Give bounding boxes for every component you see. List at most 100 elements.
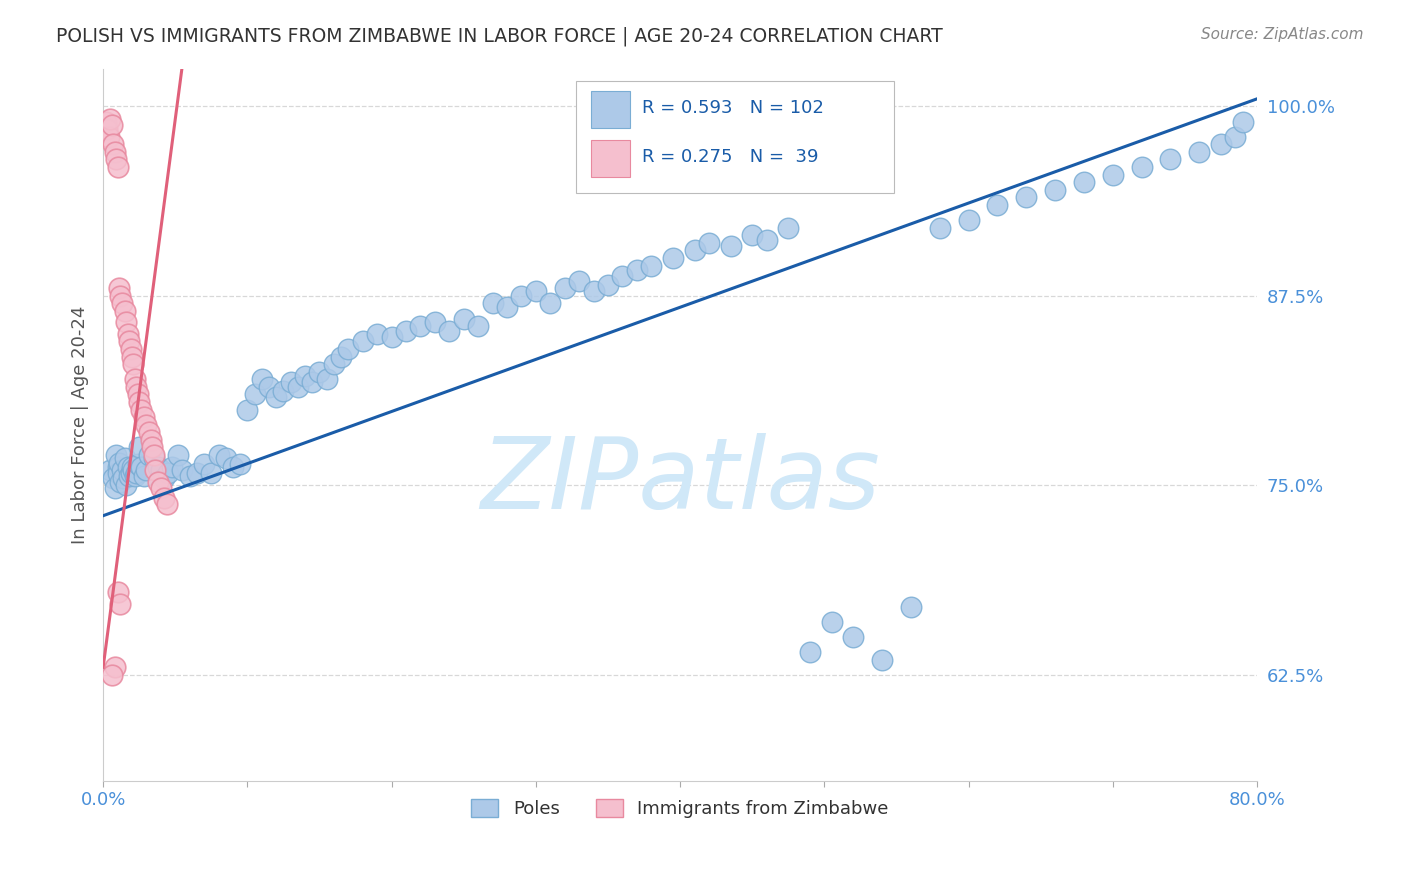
- Point: [582, 285, 605, 299]
- Point: [222, 460, 245, 475]
- Point: [301, 376, 323, 390]
- Point: [104, 482, 127, 496]
- Point: [741, 228, 763, 243]
- Point: [122, 463, 145, 477]
- Point: [820, 615, 842, 629]
- Point: [111, 463, 134, 477]
- Point: [111, 296, 134, 310]
- Point: [1043, 183, 1066, 197]
- Point: [124, 469, 146, 483]
- Point: [720, 239, 742, 253]
- Point: [186, 467, 208, 481]
- Point: [900, 599, 922, 614]
- Point: [1130, 160, 1153, 174]
- Point: [101, 118, 124, 132]
- Point: [1225, 129, 1247, 144]
- Point: [138, 425, 160, 440]
- Point: [280, 376, 302, 390]
- Point: [107, 160, 129, 174]
- Point: [155, 497, 177, 511]
- Point: [104, 660, 127, 674]
- Point: [146, 460, 169, 475]
- Point: [957, 213, 980, 227]
- Point: [139, 433, 162, 447]
- Point: [125, 380, 148, 394]
- Point: [612, 269, 634, 284]
- Point: [257, 380, 280, 394]
- Point: [122, 357, 145, 371]
- Text: Source: ZipAtlas.com: Source: ZipAtlas.com: [1201, 27, 1364, 42]
- Point: [496, 300, 519, 314]
- Point: [105, 448, 128, 462]
- Point: [115, 315, 138, 329]
- Point: [132, 410, 155, 425]
- Point: [308, 365, 330, 379]
- Point: [330, 350, 353, 364]
- Point: [626, 263, 648, 277]
- Point: [142, 448, 165, 462]
- Point: [1209, 137, 1232, 152]
- Point: [294, 369, 316, 384]
- Point: [135, 463, 157, 477]
- Point: [128, 395, 150, 409]
- Point: [127, 387, 149, 401]
- Point: [104, 145, 127, 159]
- Point: [986, 198, 1008, 212]
- Point: [120, 342, 142, 356]
- Point: [129, 402, 152, 417]
- Legend: Poles, Immigrants from Zimbabwe: Poles, Immigrants from Zimbabwe: [464, 791, 896, 825]
- Point: [114, 451, 136, 466]
- Point: [193, 457, 215, 471]
- Point: [121, 350, 143, 364]
- Text: ZIPatlas: ZIPatlas: [479, 434, 880, 530]
- Point: [524, 285, 547, 299]
- Point: [152, 471, 174, 485]
- Point: [453, 311, 475, 326]
- Point: [928, 220, 950, 235]
- Point: [778, 220, 800, 235]
- Point: [103, 137, 125, 152]
- Point: [172, 463, 194, 477]
- FancyBboxPatch shape: [576, 80, 894, 194]
- Point: [1073, 175, 1095, 189]
- Point: [114, 304, 136, 318]
- Text: POLISH VS IMMIGRANTS FROM ZIMBABWE IN LABOR FORCE | AGE 20-24 CORRELATION CHART: POLISH VS IMMIGRANTS FROM ZIMBABWE IN LA…: [56, 27, 943, 46]
- Point: [439, 324, 461, 338]
- Point: [640, 259, 662, 273]
- Text: R = 0.275   N =  39: R = 0.275 N = 39: [643, 148, 818, 166]
- Point: [395, 324, 418, 338]
- Point: [250, 372, 273, 386]
- Point: [138, 448, 160, 462]
- Point: [870, 653, 893, 667]
- Point: [243, 387, 266, 401]
- Point: [162, 460, 184, 475]
- Point: [103, 471, 125, 485]
- Point: [132, 469, 155, 483]
- Point: [236, 402, 259, 417]
- FancyBboxPatch shape: [592, 91, 630, 128]
- Point: [124, 372, 146, 386]
- Point: [125, 467, 148, 481]
- Point: [141, 441, 163, 455]
- Point: [149, 463, 172, 477]
- Point: [596, 278, 619, 293]
- Point: [120, 467, 142, 481]
- Point: [146, 475, 169, 490]
- Point: [179, 469, 201, 483]
- Point: [121, 460, 143, 475]
- Point: [149, 482, 172, 496]
- Point: [1232, 114, 1254, 128]
- Point: [510, 289, 533, 303]
- Point: [322, 357, 344, 371]
- Point: [1015, 190, 1038, 204]
- Point: [207, 448, 229, 462]
- Point: [135, 417, 157, 432]
- Point: [129, 460, 152, 475]
- Point: [554, 281, 576, 295]
- Point: [215, 451, 238, 466]
- Point: [105, 153, 128, 167]
- Point: [1101, 168, 1123, 182]
- Point: [128, 441, 150, 455]
- Point: [842, 630, 865, 644]
- Point: [107, 467, 129, 481]
